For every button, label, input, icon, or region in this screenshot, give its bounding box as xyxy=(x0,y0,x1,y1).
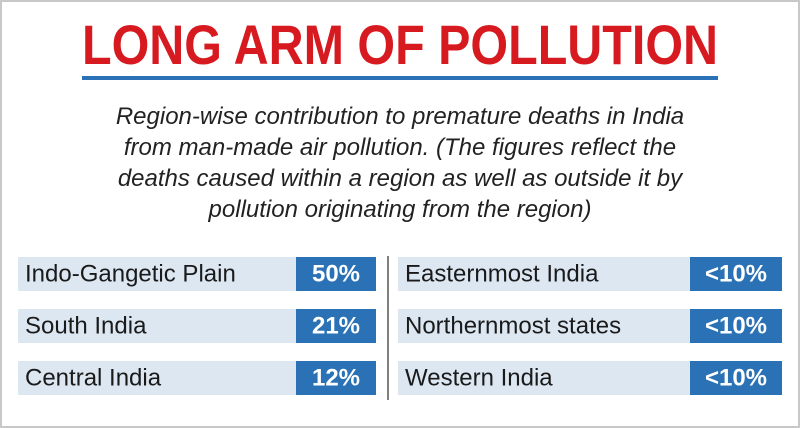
value-box xyxy=(690,257,782,291)
row-label: Easternmost India xyxy=(405,260,599,287)
subtitle-line: Region-wise contribution to premature de… xyxy=(116,103,684,130)
row-value: <10% xyxy=(705,260,767,287)
row-value: 21% xyxy=(312,312,360,339)
subtitle-line: deaths caused within a region as well as… xyxy=(118,165,684,192)
value-box xyxy=(296,257,376,291)
subtitle-line: pollution originating from the region) xyxy=(208,196,592,223)
row-label: South India xyxy=(25,312,147,339)
row-label: Central India xyxy=(25,364,162,391)
row-value: 50% xyxy=(312,260,360,287)
value-box xyxy=(690,361,782,395)
row-label: Northernmost states xyxy=(405,312,621,339)
title-underline xyxy=(82,76,718,80)
row-value: <10% xyxy=(705,364,767,391)
row-label: Western India xyxy=(405,364,553,391)
title: LONG ARM OF POLLUTION xyxy=(82,13,718,76)
value-box xyxy=(296,309,376,343)
value-box xyxy=(296,361,376,395)
row-label: Indo-Gangetic Plain xyxy=(25,260,236,287)
row-value: <10% xyxy=(705,312,767,339)
row-value: 12% xyxy=(312,364,360,391)
subtitle-line: from man-made air pollution. (The figure… xyxy=(124,134,676,161)
value-box xyxy=(690,309,782,343)
